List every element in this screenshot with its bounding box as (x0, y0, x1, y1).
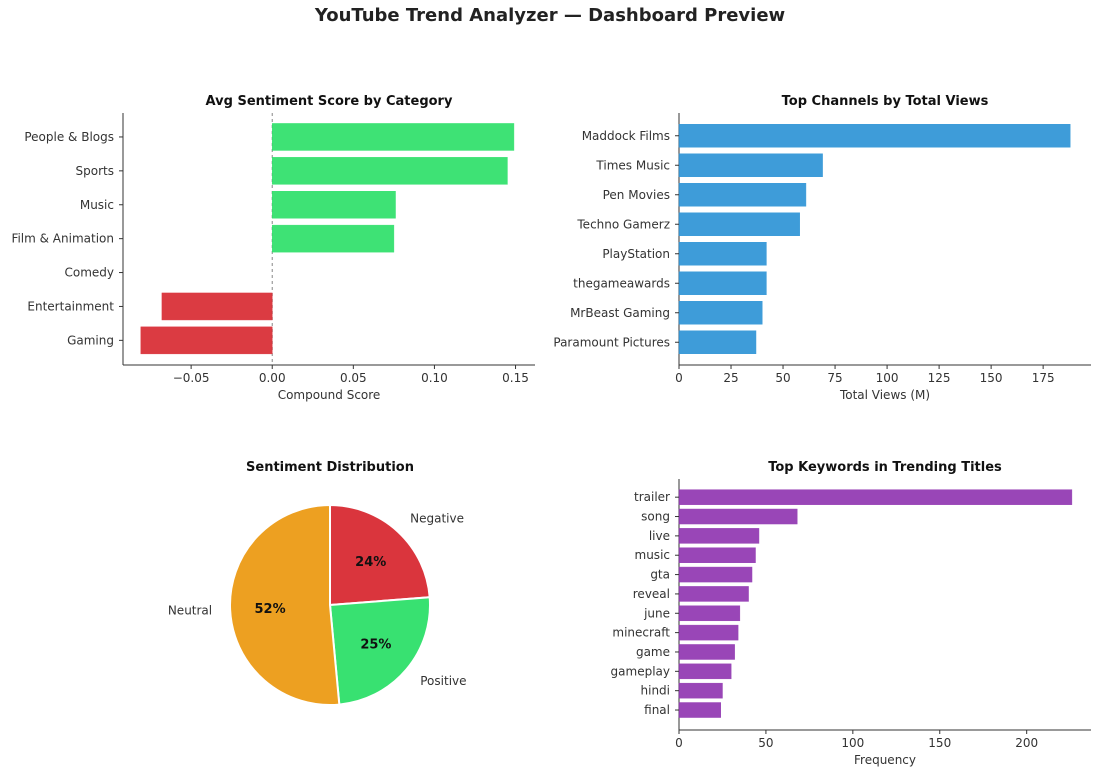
y-tick-label-film-animation: Film & Animation (11, 232, 114, 246)
bar-live (678, 528, 760, 544)
bar-gta (678, 566, 753, 583)
bar-gaming (140, 326, 273, 355)
y-tick-label-paramount-pictures: Paramount Pictures (553, 335, 670, 349)
bar-song (678, 508, 798, 525)
y-tick-label-maddock-films: Maddock Films (582, 129, 670, 143)
bar-june (678, 605, 741, 622)
y-tick-label-reveal: reveal (633, 587, 670, 601)
x-tick-label: 50 (758, 736, 773, 750)
y-tick-label-gameplay: gameplay (611, 664, 670, 678)
y-tick-label-techno-gamerz: Techno Gamerz (576, 217, 670, 231)
pie-slice-neutral (229, 503, 341, 706)
x-tick-label: 200 (1015, 736, 1038, 750)
pie-pct-label-negative: 24% (355, 555, 386, 570)
y-tick-label-live: live (649, 529, 670, 543)
bar-hindi (678, 682, 723, 699)
bar-minecraft (678, 624, 739, 641)
x-tick-label: 25 (723, 371, 738, 385)
x-tick-label: 0 (675, 736, 683, 750)
y-tick-label-playstation: PlayStation (602, 247, 670, 261)
x-tick-label: 100 (876, 371, 899, 385)
pie-label-positive: Positive (420, 674, 466, 688)
y-tick-label-music: Music (80, 198, 114, 212)
y-tick-label-pen-movies: Pen Movies (603, 188, 670, 202)
bar-music (678, 547, 756, 563)
x-tick-label: 125 (928, 371, 951, 385)
x-tick-label: 0.00 (259, 371, 286, 385)
y-tick-label-thegameawards: thegameawards (573, 276, 670, 290)
bar-film-animation (271, 224, 395, 253)
bar-final (678, 702, 721, 718)
y-tick-label-game: game (636, 645, 670, 659)
x-axis-label: Frequency (854, 753, 916, 767)
pie-pct-label-neutral: 52% (255, 602, 286, 617)
chart-title: Top Channels by Total Views (782, 94, 989, 109)
x-tick-label: 100 (841, 736, 864, 750)
bar-people-blogs (271, 123, 515, 151)
x-tick-label: 0.05 (340, 371, 367, 385)
chart-title: Top Keywords in Trending Titles (768, 460, 1002, 475)
pie-label-negative: Negative (410, 511, 464, 525)
y-tick-label-hindi: hindi (641, 684, 671, 698)
y-tick-label-comedy: Comedy (64, 266, 114, 280)
pie-pct-label-positive: 25% (360, 638, 391, 653)
pie-slice-negative (329, 503, 431, 607)
y-tick-label-sports: Sports (76, 164, 114, 178)
y-tick-label-mrbeast-gaming: MrBeast Gaming (570, 306, 670, 320)
y-tick-label-gta: gta (650, 568, 670, 582)
x-tick-label: 75 (827, 371, 842, 385)
x-tick-label: 0.10 (421, 371, 448, 385)
x-axis-label: Compound Score (278, 388, 381, 402)
x-tick-label: 175 (1032, 371, 1055, 385)
bar-sports (271, 157, 508, 185)
pie-label-neutral: Neutral (168, 604, 212, 618)
chart-title: Sentiment Distribution (246, 460, 414, 475)
bar-music (271, 191, 396, 219)
pie-slice-positive (328, 596, 431, 706)
x-tick-label: 0 (675, 371, 683, 385)
y-tick-label-music: music (635, 548, 670, 562)
bar-game (678, 644, 735, 660)
bar-reveal (678, 586, 749, 602)
y-tick-label-gaming: Gaming (67, 333, 114, 347)
y-tick-label-song: song (641, 510, 670, 524)
x-tick-label: 150 (928, 736, 951, 750)
y-tick-label-final: final (644, 703, 670, 717)
y-tick-label-minecraft: minecraft (612, 626, 670, 640)
bar-gameplay (678, 663, 732, 680)
y-tick-label-entertainment: Entertainment (27, 299, 114, 313)
y-tick-label-times-music: Times Music (595, 158, 670, 172)
dashboard-title: YouTube Trend Analyzer — Dashboard Previ… (314, 5, 786, 26)
x-axis-label: Total Views (M) (839, 388, 930, 402)
y-tick-label-people-blogs: People & Blogs (24, 130, 114, 144)
x-tick-label: −0.05 (173, 371, 210, 385)
x-tick-label: 150 (980, 371, 1003, 385)
x-tick-label: 0.15 (502, 371, 529, 385)
x-tick-label: 50 (775, 371, 790, 385)
bar-trailer (678, 489, 1073, 505)
bar-entertainment (161, 292, 273, 321)
y-tick-label-june: june (643, 606, 670, 620)
chart-title: Avg Sentiment Score by Category (206, 94, 453, 109)
y-tick-label-trailer: trailer (634, 490, 670, 504)
